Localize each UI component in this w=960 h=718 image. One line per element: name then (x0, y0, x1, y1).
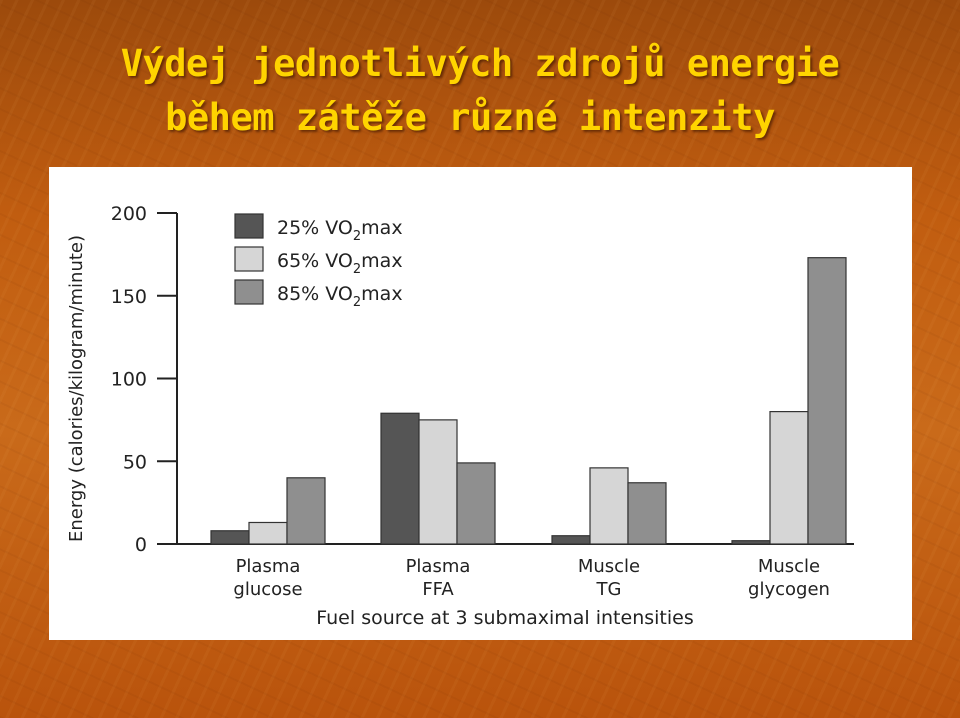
chart-legend: 25% VO2max 65% VO2max 85% VO2max (234, 213, 403, 310)
legend-swatch (234, 213, 264, 239)
y-tick-label: 50 (123, 451, 147, 473)
x-tick-label: glycogen (748, 579, 830, 600)
bar (248, 521, 288, 545)
chart-labels: 0 50 100 150 200 Energy (calories/kilogram/mi… (66, 203, 830, 629)
bar (551, 535, 591, 545)
chart-panel: 0 50 100 150 200 Energy (calories/kilogram/mi… (49, 167, 912, 640)
bar (589, 467, 629, 545)
legend-label: 85% VO2max (277, 283, 403, 310)
y-tick-label: 100 (111, 369, 147, 391)
y-tick-label: 0 (135, 534, 147, 556)
legend-swatch (234, 246, 264, 272)
y-axis-title: Energy (calories/kilogram/minute) (66, 235, 87, 542)
x-tick-label: glucose (233, 579, 302, 600)
x-tick-label: Plasma (406, 556, 471, 577)
slide-title-line-1: Výdej jednotlivých zdrojů energie (120, 42, 840, 85)
legend-swatch (234, 279, 264, 305)
slide-title-line-2: během zátěže různé intenzity (165, 96, 775, 139)
bar (627, 482, 667, 545)
legend-label: 25% VO2max (277, 217, 403, 244)
bar (380, 412, 420, 545)
legend-label: 65% VO2max (277, 250, 403, 277)
bar (418, 419, 458, 545)
x-tick-label: Plasma (236, 556, 301, 577)
bar (731, 540, 771, 545)
bar (807, 257, 847, 545)
x-tick-label: FFA (422, 579, 454, 600)
bar (456, 462, 496, 545)
bar-chart: 0 50 100 150 200 Energy (calories/kilogram/mi… (66, 203, 854, 629)
x-tick-label: Muscle (758, 556, 820, 577)
x-axis-title: Fuel source at 3 submaximal intensities (316, 607, 693, 629)
chart-bars (210, 257, 847, 545)
bar (210, 530, 250, 545)
y-tick-label: 200 (111, 203, 147, 225)
y-tick-label: 150 (111, 286, 147, 308)
x-tick-label: Muscle (578, 556, 640, 577)
bar (769, 411, 809, 545)
x-tick-label: TG (596, 579, 622, 600)
bar (286, 477, 326, 545)
